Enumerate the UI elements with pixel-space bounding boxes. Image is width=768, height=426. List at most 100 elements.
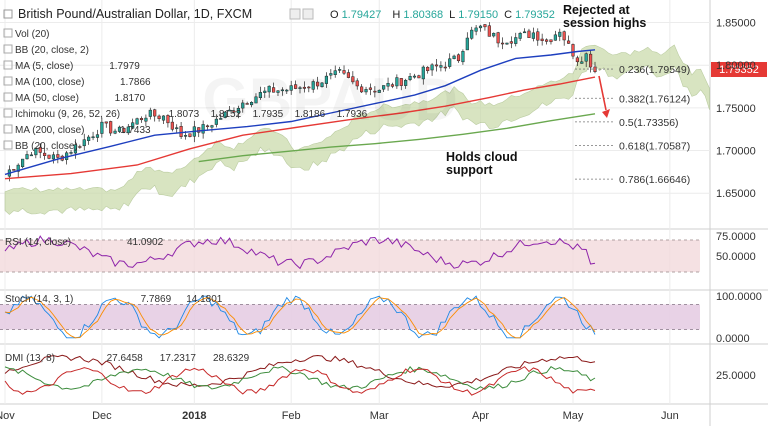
- legend-value: 1.7979: [109, 61, 140, 72]
- candle-body: [148, 109, 152, 117]
- x-axis-tick: Feb: [282, 410, 301, 422]
- collapse-icon[interactable]: [3, 9, 13, 19]
- pane-legend-text: DMI (13, 8): [5, 353, 55, 364]
- oscillator-lines: [0, 235, 700, 396]
- candle-body: [544, 39, 549, 42]
- stoch-k-line: [4, 295, 596, 339]
- candle-body: [267, 85, 271, 93]
- x-axis-tick: Dec: [92, 410, 112, 422]
- candle-body: [183, 135, 188, 137]
- candle-body: [139, 118, 144, 121]
- candle-body: [426, 66, 430, 72]
- x-axis-tick: Nov: [0, 410, 15, 422]
- candle-body: [109, 121, 113, 134]
- legend-toggle-icon[interactable]: [3, 108, 13, 118]
- candle-body: [227, 109, 232, 112]
- candle-body: [258, 92, 262, 98]
- legend-label: MA (5, close): [15, 61, 73, 72]
- candle-body: [316, 81, 320, 87]
- price-pane: [0, 0, 710, 226]
- price-axis-tick: 1.85000: [716, 18, 756, 30]
- fib-label: 0.382(1.76124): [619, 93, 690, 105]
- candle-body: [232, 110, 236, 113]
- annotation-rejected-line2: session highs: [563, 16, 646, 30]
- candle-body: [87, 136, 91, 141]
- candle-body: [421, 66, 425, 80]
- candle-body: [531, 32, 535, 39]
- candle-body: [245, 103, 249, 105]
- candle-body: [382, 85, 386, 90]
- candle-body: [188, 133, 192, 137]
- fib-label: 0.5(1.73356): [619, 117, 679, 129]
- candle-body: [505, 42, 509, 45]
- legend-label: Vol (20): [15, 29, 49, 40]
- candle-body: [170, 121, 174, 130]
- candle-body: [25, 154, 29, 160]
- candle-body: [584, 53, 588, 62]
- price-tag-value: 1.79352: [719, 64, 759, 76]
- candle-body: [272, 87, 276, 93]
- candle-body: [214, 118, 218, 125]
- svg-text:O1.79427 H1.80368: O 1.79427 H 1.80368 L 1.79150 C 1.79352: [330, 9, 555, 21]
- candle-body: [417, 75, 421, 79]
- legend-label: MA (100, close): [15, 77, 84, 88]
- candle-body: [95, 134, 100, 138]
- candle-body: [346, 72, 351, 78]
- legend-toggle-icon[interactable]: [3, 60, 13, 70]
- stoch-axis-tick: 0.0000: [716, 333, 750, 345]
- candle-body: [126, 126, 130, 134]
- legend-toggle-icon[interactable]: [3, 76, 13, 86]
- high-value: 1.80368: [403, 9, 443, 21]
- indicator-legend: Vol (20) BB (20, close, 2) MA (5, close) 1.…: [3, 28, 368, 364]
- candle-body: [408, 76, 412, 80]
- annotation-cloud-line2: support: [446, 163, 493, 177]
- x-axis-tick: 2018: [182, 410, 206, 422]
- candle-body: [38, 147, 42, 153]
- candle-body: [342, 70, 346, 74]
- candle-body: [324, 75, 328, 84]
- candle-body: [500, 42, 505, 45]
- candle-body: [518, 32, 522, 39]
- candle-body: [514, 37, 518, 44]
- pane-legend-text: Stoch (14, 3, 1): [5, 294, 73, 305]
- candle-body: [456, 54, 461, 62]
- candle-body: [364, 89, 368, 93]
- candle-body: [122, 127, 126, 133]
- open-value: 1.79427: [342, 9, 382, 21]
- candle-body: [100, 121, 104, 134]
- candle-body: [34, 147, 38, 156]
- candle-body: [567, 40, 571, 44]
- legend-toggle-icon[interactable]: [3, 124, 13, 134]
- candle-body: [280, 89, 284, 92]
- candle-body: [157, 115, 161, 119]
- legend-toggle-icon[interactable]: [3, 28, 13, 38]
- legend-toggle-icon[interactable]: [3, 140, 13, 150]
- annotation-cloud-line1: Holds cloud: [446, 150, 518, 164]
- legend-value: 1.7935: [253, 109, 284, 120]
- candle-body: [338, 69, 342, 71]
- candle-body: [377, 89, 381, 93]
- legend-toggle-icon[interactable]: [3, 92, 13, 102]
- candle-body: [540, 38, 544, 41]
- pane-legend-text: 14.1801: [186, 294, 223, 305]
- candle-body: [104, 121, 108, 124]
- candle-body: [509, 41, 513, 44]
- rsi-axis-tick: 75.0000: [716, 231, 756, 243]
- candle-body: [294, 84, 298, 89]
- legend-toggle-icon[interactable]: [3, 44, 13, 54]
- candle-body: [69, 152, 73, 154]
- settings-icon[interactable]: [289, 8, 301, 20]
- price-axis-tick: 1.70000: [716, 146, 756, 158]
- candle-body: [412, 75, 417, 78]
- candle-body: [117, 126, 122, 132]
- price-axis-tick: 1.80000: [716, 60, 756, 72]
- candle-body: [483, 24, 487, 28]
- candle-body: [465, 37, 469, 51]
- candle-body: [197, 127, 201, 133]
- candle-body: [390, 84, 395, 87]
- candle-body: [135, 118, 139, 125]
- symbol-title: British Pound/Australian Dollar, 1D, FXC…: [18, 7, 252, 21]
- low-label: L: [449, 9, 455, 21]
- candle-body: [113, 130, 117, 134]
- visibility-icon[interactable]: [302, 8, 314, 20]
